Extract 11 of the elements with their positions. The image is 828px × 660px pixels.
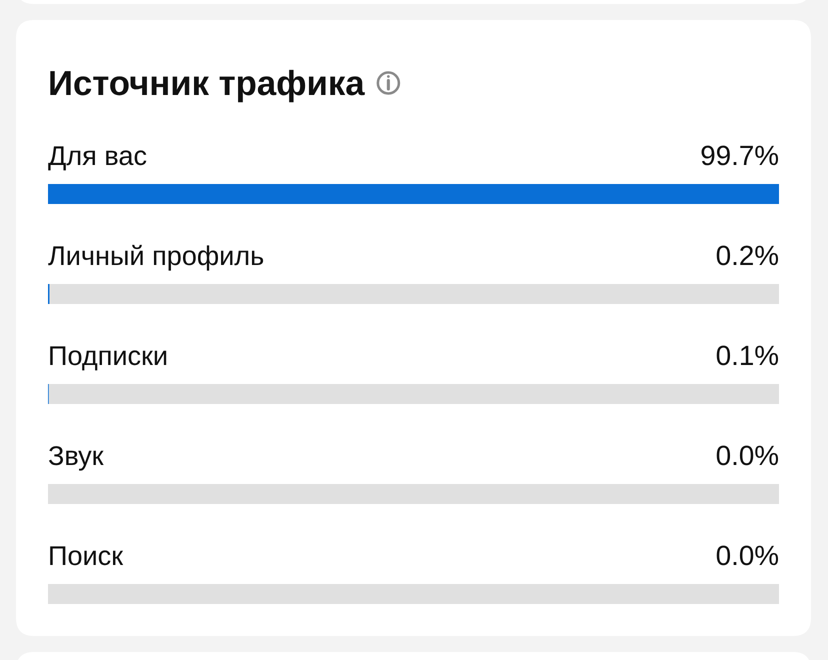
y-tick-label: Личный профиль	[48, 244, 264, 271]
y-tick-label: Звук	[48, 446, 104, 471]
data-label: 0.0%	[716, 446, 778, 466]
data-label: 0.2%	[716, 246, 778, 266]
data-label: 0.0%	[716, 546, 778, 566]
chart-title: Источник трафика	[50, 70, 365, 102]
y-tick-label: Поиск	[50, 546, 124, 566]
y-tick-label: Подписки	[50, 346, 166, 370]
data-label: 99.7%	[702, 146, 778, 166]
data-label: 0.1%	[716, 346, 778, 366]
y-tick-label: Для вас	[48, 146, 146, 170]
